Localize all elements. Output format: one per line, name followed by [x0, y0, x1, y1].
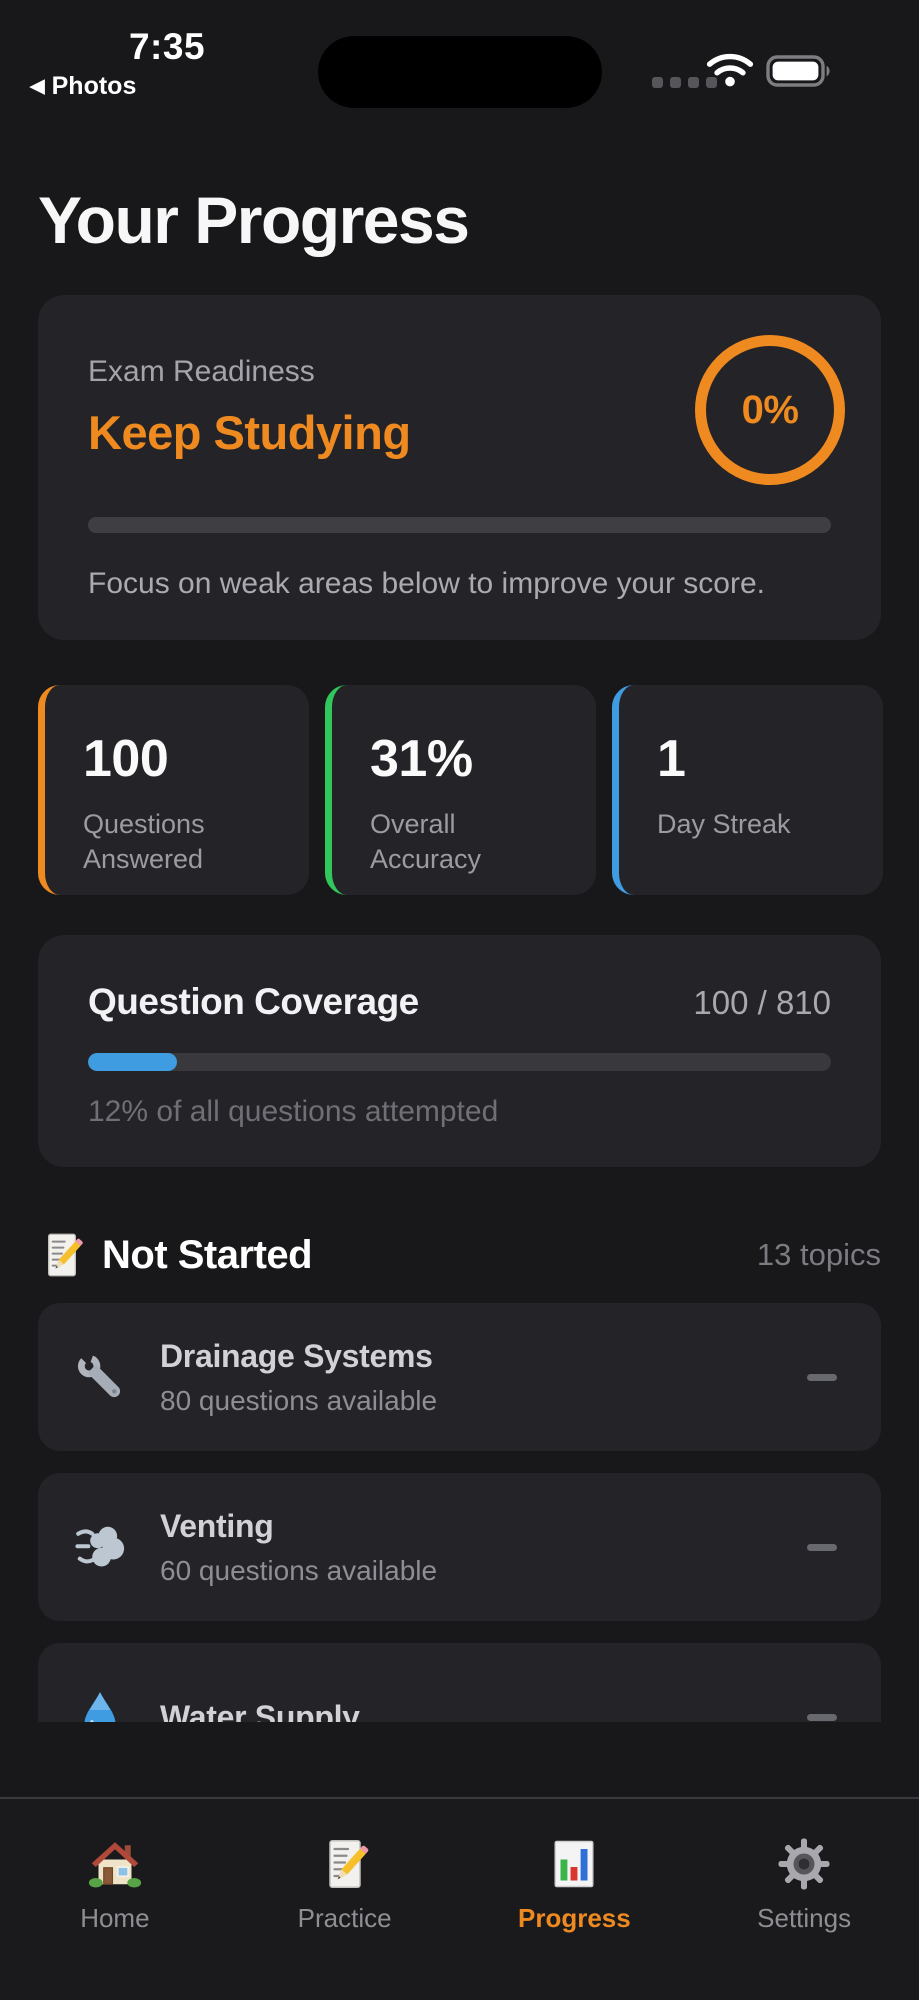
tab-label: Settings — [757, 1903, 852, 1933]
house-icon — [88, 1837, 142, 1891]
coverage-progress-track — [88, 1053, 831, 1071]
coverage-caption: 12% of all questions attempted — [88, 1095, 499, 1128]
topic-score-dash — [807, 1543, 837, 1551]
readiness-label: Exam Readiness — [88, 355, 315, 388]
coverage-ratio: 100 / 810 — [693, 984, 831, 1021]
wind-icon — [72, 1519, 128, 1575]
stats-row: 100 Questions Answered 31% Overall Accur… — [38, 685, 883, 895]
stat-card-day-streak: 1 Day Streak — [612, 685, 883, 895]
exam-readiness-card: Exam Readiness Keep Studying 0% Focus on… — [38, 295, 881, 640]
topic-row-drainage-systems[interactable]: Drainage Systems 80 questions available — [38, 1303, 881, 1451]
readiness-percent: 0% — [741, 387, 799, 432]
bar-chart-icon — [547, 1837, 601, 1891]
battery-icon — [766, 55, 830, 87]
dynamic-island — [317, 36, 602, 108]
memo-icon — [318, 1837, 372, 1891]
stat-label: Day Streak — [657, 809, 791, 839]
not-started-section-header: Not Started 13 topics — [38, 1228, 881, 1282]
tab-practice[interactable]: Practice — [230, 1837, 460, 2000]
back-arrow-icon: ◀ — [30, 76, 45, 97]
topic-title: Drainage Systems — [160, 1337, 433, 1374]
topic-title: Venting — [160, 1507, 274, 1544]
clock: 7:35 — [128, 26, 206, 67]
stat-value: 31% — [370, 730, 473, 788]
gear-icon — [777, 1837, 831, 1891]
tab-label: Home — [80, 1903, 150, 1933]
page-title: Your Progress — [38, 183, 470, 257]
section-topic-count: 13 topics — [756, 1237, 881, 1272]
question-coverage-card: Question Coverage 100 / 810 12% of all q… — [38, 935, 881, 1167]
topic-score-dash — [807, 1713, 837, 1721]
stat-value: 1 — [657, 730, 686, 788]
topic-title: Water Supply — [160, 1698, 360, 1723]
wifi-icon — [706, 53, 754, 87]
tab-progress[interactable]: Progress — [460, 1837, 690, 2000]
tab-home[interactable]: Home — [0, 1837, 230, 2000]
memo-icon — [38, 1231, 86, 1279]
tab-label: Progress — [518, 1903, 631, 1933]
back-to-app-button[interactable]: ◀ Photos — [30, 72, 136, 101]
topic-subtitle: 60 questions available — [160, 1554, 438, 1586]
stat-value: 100 — [83, 730, 169, 788]
wrench-icon — [72, 1349, 128, 1405]
stat-label: Overall Accuracy — [370, 809, 482, 875]
status-bar: 7:35 ◀ Photos — [0, 0, 919, 112]
readiness-progress-ring: 0% — [695, 335, 845, 485]
topic-row-water-supply[interactable]: Water Supply — [38, 1643, 881, 1722]
tab-bar: Home Practice Progress Settings — [0, 1797, 919, 2000]
topic-subtitle: 80 questions available — [160, 1384, 438, 1416]
topic-row-venting[interactable]: Venting 60 questions available — [38, 1473, 881, 1621]
tab-settings[interactable]: Settings — [689, 1837, 919, 2000]
back-app-label: Photos — [51, 72, 137, 100]
readiness-hint: Focus on weak areas below to improve you… — [88, 567, 765, 600]
readiness-progress-track — [88, 517, 831, 533]
topics-list: Drainage Systems 80 questions available … — [38, 1303, 881, 1722]
stat-card-overall-accuracy: 31% Overall Accuracy — [325, 685, 596, 895]
coverage-progress-fill — [88, 1053, 178, 1071]
cellular-signal-icon — [652, 77, 717, 88]
tab-label: Practice — [297, 1903, 392, 1933]
readiness-status: Keep Studying — [88, 406, 411, 459]
section-title: Not Started — [102, 1232, 313, 1277]
stat-label: Questions Answered — [83, 809, 205, 875]
droplet-icon — [72, 1689, 128, 1722]
coverage-title: Question Coverage — [88, 981, 419, 1022]
topic-score-dash — [807, 1373, 837, 1381]
stat-card-questions-answered: 100 Questions Answered — [38, 685, 309, 895]
